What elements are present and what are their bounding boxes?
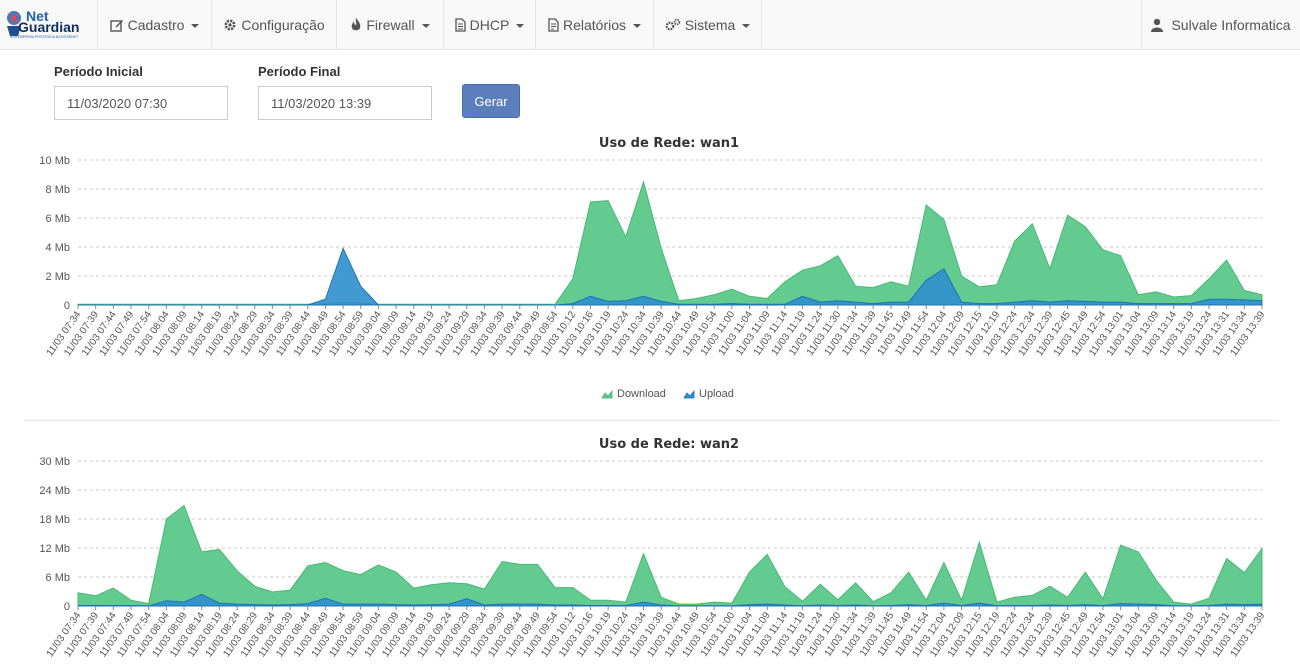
series-area-upload (77, 593, 1263, 607)
wan1-network-chart: Uso de Rede: wan1 0 2 Mb 4 Mb 6 Mb 8 Mb 10 Mb… (39, 136, 1267, 400)
y-tick-label: 30 Mb (39, 456, 70, 468)
chart-title: Uso de Rede: wan2 (599, 437, 739, 452)
nav-cadastro[interactable]: Cadastro (97, 0, 212, 49)
nav-configuracao[interactable]: Configuração (212, 0, 337, 49)
legend-swatch (683, 389, 695, 399)
y-tick-label: 8 Mb (46, 184, 70, 196)
y-tick-label: 18 Mb (39, 514, 70, 526)
chevron-down-icon (191, 23, 200, 28)
brand-tagline: SUA EMPRESA PROTEGIDA NA INTERNET (10, 35, 78, 39)
y-tick-label: 4 Mb (46, 242, 70, 254)
legend-label: Download (617, 388, 666, 400)
y-tick-label: 0 (64, 300, 70, 312)
generate-button[interactable]: Gerar (462, 84, 520, 118)
y-tick-label: 6 Mb (46, 213, 70, 225)
nav-sistema[interactable]: Sistema (654, 0, 762, 49)
start-date-label: Período Inicial (54, 64, 143, 79)
series-area-download (77, 504, 1263, 607)
nav-firewall-label: Firewall (366, 16, 415, 33)
series-area-upload (78, 247, 1263, 306)
user-icon (1151, 18, 1164, 32)
y-tick-label: 6 Mb (46, 572, 70, 584)
chart-divider (24, 420, 1279, 421)
y-tick-label: 2 Mb (46, 271, 70, 283)
brand-line2: Guardian (18, 19, 79, 35)
top-navbar: Net Guardian SUA EMPRESA PROTEGIDA NA IN… (0, 0, 1300, 50)
legend-item-download[interactable]: Download (601, 388, 666, 400)
legend-label: Upload (699, 388, 734, 400)
start-date-input[interactable] (54, 86, 228, 120)
chevron-down-icon (633, 23, 642, 28)
chevron-down-icon (742, 23, 751, 28)
nav-sistema-label: Sistema (684, 16, 736, 33)
series-area-download (77, 180, 1263, 306)
y-tick-label: 10 Mb (39, 155, 70, 167)
nav-user-label: Sulvale Informatica (1171, 16, 1291, 33)
legend-item-upload[interactable]: Upload (683, 388, 734, 400)
nav-firewall[interactable]: Firewall (337, 0, 444, 49)
chevron-down-icon (516, 23, 525, 28)
report-icon (548, 17, 559, 32)
y-tick-label: 0 (64, 601, 70, 613)
edit-icon (109, 19, 123, 32)
nav-dhcp[interactable]: DHCP (444, 0, 536, 49)
legend-swatch (601, 389, 613, 399)
nav-dhcp-label: DHCP (469, 16, 510, 33)
nav-user-menu[interactable]: Sulvale Informatica (1141, 0, 1300, 49)
nav-configuracao-label: Configuração (241, 16, 325, 33)
gear-icon (224, 19, 236, 30)
file-icon (455, 17, 466, 32)
y-tick-label: 12 Mb (39, 543, 70, 555)
fire-icon (352, 17, 361, 30)
wan2-network-chart: Uso de Rede: wan2 0 6 Mb 12 Mb 18 Mb 24 Mb 30… (39, 437, 1267, 659)
end-date-input[interactable] (258, 86, 432, 120)
chevron-down-icon (421, 23, 430, 28)
brand-logo[interactable]: Net Guardian SUA EMPRESA PROTEGIDA NA IN… (0, 0, 97, 49)
nav-relatorios[interactable]: Relatórios (536, 0, 654, 49)
y-tick-label: 24 Mb (39, 485, 70, 497)
chart-title: Uso de Rede: wan1 (599, 136, 739, 151)
nav-relatorios-label: Relatórios (562, 16, 627, 33)
brand-line1: Net (26, 8, 49, 24)
end-date-label: Período Final (258, 64, 341, 79)
gears-icon (665, 18, 681, 30)
nav-cadastro-label: Cadastro (127, 16, 185, 33)
